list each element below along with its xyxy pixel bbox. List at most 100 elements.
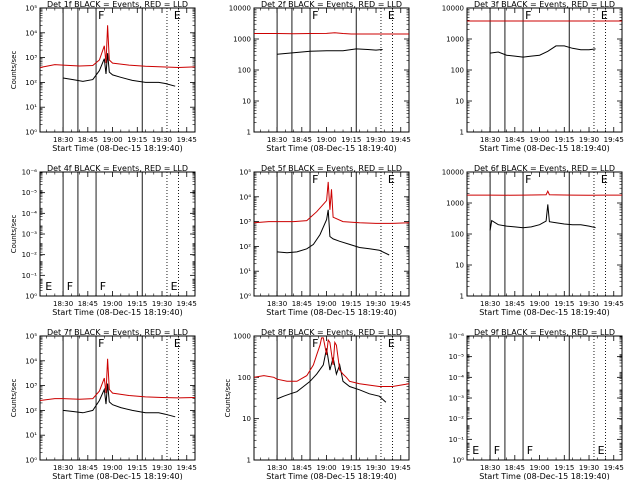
event-marker-label: E xyxy=(472,444,479,457)
event-marker-label: E xyxy=(174,337,181,350)
panel-det-6: Det 6f BLACK = Events, RED = LLD 1 10 100 10… xyxy=(442,164,624,317)
x-axis-label: Start Time (08-Dec-15 18:19:40) xyxy=(266,308,397,317)
x-tick-label: 18:30 xyxy=(267,136,287,144)
y-tick-label: 1000 xyxy=(233,333,251,341)
lld-series-line xyxy=(39,25,196,69)
event-marker-label: F xyxy=(525,173,531,186)
event-marker-label: F xyxy=(527,444,533,457)
x-tick-label: 19:00 xyxy=(316,464,336,472)
y-tick-label: 10⁰ xyxy=(25,293,37,301)
x-tick-label: 18:30 xyxy=(267,300,287,308)
x-tick-label: 19:45 xyxy=(604,300,624,308)
y-tick-label: 10⁵ xyxy=(25,333,37,341)
x-tick-label: 18:30 xyxy=(53,464,73,472)
x-axis-label: Start Time (08-Dec-15 18:19:40) xyxy=(52,144,183,153)
x-tick-label: 19:45 xyxy=(391,300,411,308)
events-series-line xyxy=(63,53,176,87)
x-tick-label: 19:30 xyxy=(152,300,172,308)
y-tick-label: 10¹ xyxy=(25,104,37,112)
x-tick-label: 18:45 xyxy=(505,136,525,144)
event-marker-label: E xyxy=(388,173,395,186)
x-axis-label: Start Time (08-Dec-15 18:19:40) xyxy=(479,308,610,317)
panel-det-7: Det 7f BLACK = Events, RED = LLD 10⁰ 10¹ 10… xyxy=(10,328,197,480)
events-series-line xyxy=(489,204,596,231)
x-tick-label: 19:15 xyxy=(127,464,147,472)
y-axis-label: Counts/sec xyxy=(10,379,18,418)
y-tick-label: 10 xyxy=(242,98,251,106)
y-tick-label: 1000 xyxy=(446,200,464,208)
events-series-line xyxy=(63,383,176,418)
plot-frame xyxy=(253,171,410,297)
x-tick-label: 18:30 xyxy=(480,300,500,308)
x-tick-label: 19:15 xyxy=(554,464,574,472)
y-tick-label: 10⁵ xyxy=(239,169,251,177)
x-tick-label: 18:45 xyxy=(505,300,525,308)
x-axis-label: Start Time (08-Dec-15 18:19:40) xyxy=(479,144,610,153)
y-axis-label: Counts/sec xyxy=(10,51,18,90)
x-tick-label: 19:00 xyxy=(529,464,549,472)
y-tick-label: 10⁰ xyxy=(25,457,37,465)
x-tick-label: 19:15 xyxy=(554,136,574,144)
x-axis-label: Start Time (08-Dec-15 18:19:40) xyxy=(266,144,397,153)
event-marker-label: E xyxy=(171,280,178,293)
y-tick-label: 10⁻² xyxy=(22,251,38,259)
panel-det-5: Det 5f BLACK = Events, RED = LLD 10⁰ 10¹ 10… xyxy=(239,164,411,317)
y-tick-label: 10⁻⁴ xyxy=(22,210,38,218)
x-tick-label: 18:45 xyxy=(292,300,312,308)
panel-title: Det 1f BLACK = Events, RED = LLD xyxy=(47,0,188,9)
x-tick-label: 19:30 xyxy=(366,464,386,472)
y-axis-label: Counts/sec xyxy=(224,379,232,418)
y-tick-label: 1000 xyxy=(446,36,464,44)
panel-title: Det 2f BLACK = Events, RED = LLD xyxy=(261,0,402,9)
y-tick-label: 10¹ xyxy=(239,268,251,276)
x-tick-label: 18:30 xyxy=(53,136,73,144)
x-tick-label: 18:30 xyxy=(267,464,287,472)
x-tick-label: 18:30 xyxy=(480,136,500,144)
y-tick-label: 1000 xyxy=(233,36,251,44)
y-tick-label: 1 xyxy=(247,129,251,137)
y-tick-label: 10⁰ xyxy=(25,129,37,137)
event-marker-label: F xyxy=(98,9,104,22)
event-marker-label: F xyxy=(312,9,318,22)
x-tick-label: 19:45 xyxy=(177,300,197,308)
panel-title: Det 5f BLACK = Events, RED = LLD xyxy=(261,164,402,173)
panel-det-9: Det 9f BLACK = Events, RED = LLD 10⁰ 10⁻¹ 1… xyxy=(449,328,624,480)
events-series-line xyxy=(277,209,390,256)
panel-det-3: Det 3f BLACK = Events, RED = LLD 1 10 100 10… xyxy=(442,0,624,153)
y-tick-label: 1 xyxy=(247,457,251,465)
event-marker-label: E xyxy=(45,280,52,293)
event-marker-label: F xyxy=(67,280,73,293)
x-tick-label: 18:45 xyxy=(78,464,98,472)
event-marker-label: E xyxy=(601,9,608,22)
y-tick-label: 10⁻³ xyxy=(449,395,465,403)
x-tick-label: 18:45 xyxy=(78,300,98,308)
y-tick-label: 10⁴ xyxy=(25,29,37,37)
x-tick-label: 19:00 xyxy=(529,136,549,144)
event-marker-label: E xyxy=(601,173,608,186)
x-tick-label: 19:15 xyxy=(554,300,574,308)
x-tick-label: 19:30 xyxy=(579,136,599,144)
y-tick-label: 10⁰ xyxy=(239,293,251,301)
event-marker-label: F xyxy=(494,444,500,457)
y-tick-label: 1 xyxy=(460,129,464,137)
x-tick-label: 19:00 xyxy=(529,300,549,308)
lld-series-line xyxy=(467,190,622,196)
lld-series-line xyxy=(253,181,410,224)
x-tick-label: 19:15 xyxy=(127,136,147,144)
x-tick-label: 19:45 xyxy=(177,464,197,472)
y-tick-label: 10 xyxy=(455,262,464,270)
x-tick-label: 18:45 xyxy=(78,136,98,144)
y-tick-label: 100 xyxy=(451,67,464,75)
y-tick-label: 10⁻¹ xyxy=(22,272,38,280)
panel-title: Det 4f BLACK = Events, RED = LLD xyxy=(47,164,188,173)
x-tick-label: 19:30 xyxy=(579,464,599,472)
y-tick-label: 10³ xyxy=(239,218,251,226)
y-tick-label: 10³ xyxy=(25,54,37,62)
y-tick-label: 10² xyxy=(25,79,37,87)
y-tick-label: 10⁻⁶ xyxy=(449,333,465,341)
y-tick-label: 10¹ xyxy=(25,432,37,440)
y-tick-label: 10³ xyxy=(25,382,37,390)
event-marker-label: F xyxy=(312,337,318,350)
x-tick-label: 19:15 xyxy=(341,300,361,308)
event-marker-label: E xyxy=(174,9,181,22)
